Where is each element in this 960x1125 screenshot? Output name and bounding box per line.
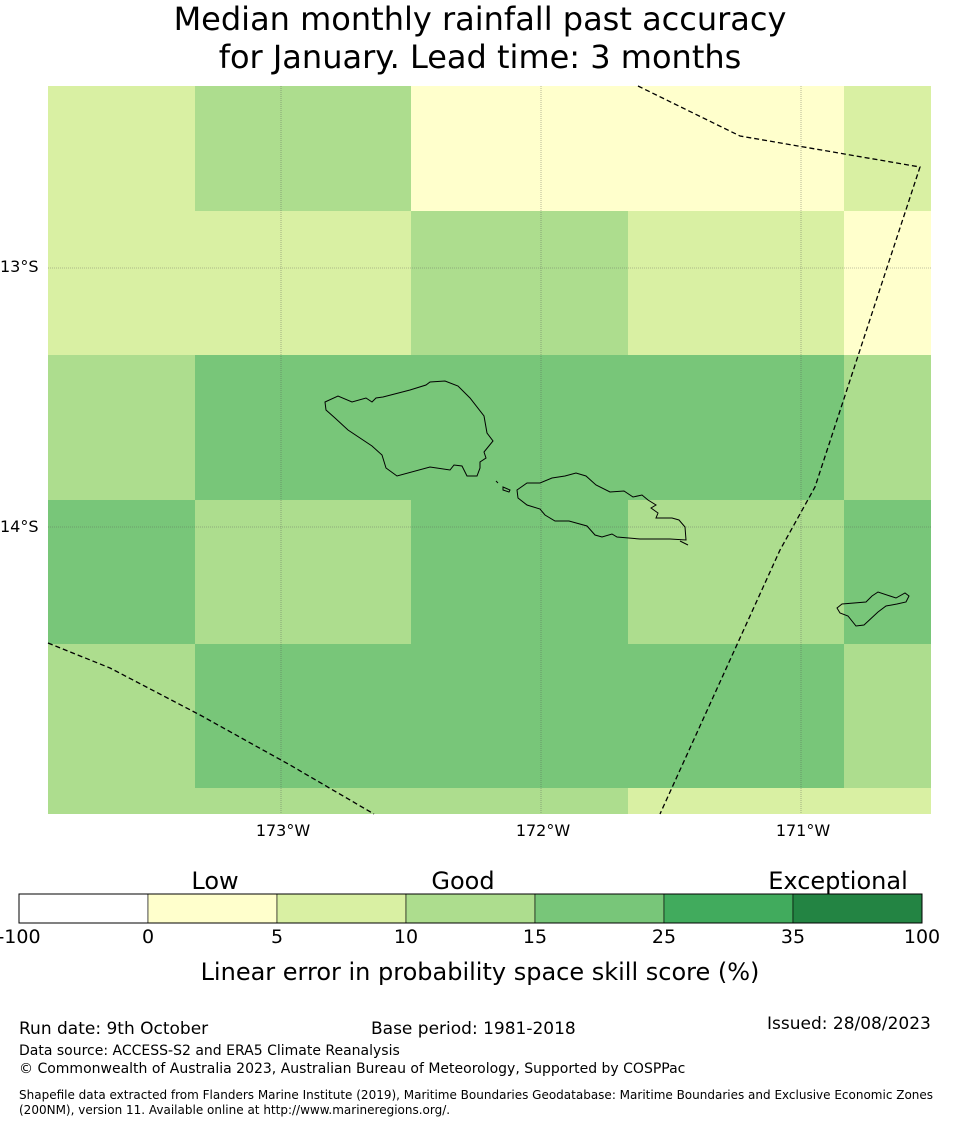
colorbar-bin: [147, 893, 278, 924]
grid-cell: [48, 86, 195, 211]
tick-label: -100: [0, 926, 41, 948]
grid-cell: [195, 86, 411, 211]
grid-cell: [844, 500, 931, 644]
tick-label: 35: [780, 926, 806, 948]
grid-cell: [48, 644, 195, 788]
island-upolu-tip: [679, 540, 689, 546]
eez-boundary-southwest: [47, 642, 375, 815]
base-period: Base period: 1981-2018: [371, 1019, 576, 1039]
colorbar-bin: [534, 893, 665, 924]
tick-label: 5: [270, 926, 284, 948]
title-line-2: for January. Lead time: 3 months: [218, 38, 742, 76]
colorbar-bin: [276, 893, 407, 924]
colorbar-bin: [663, 893, 794, 924]
colorbar-bin: [792, 893, 923, 924]
colorbar-bins: [18, 893, 923, 924]
lat-label-14s: 14°S: [0, 517, 39, 536]
tick-label: 100: [903, 926, 941, 948]
grid-cell: [628, 788, 931, 814]
lat-label-13s: 13°S: [0, 257, 39, 276]
run-date: Run date: 9th October: [19, 1019, 209, 1039]
grid-cell: [48, 500, 195, 644]
grid-cell: [195, 355, 844, 500]
data-source: Data source: ACCESS-S2 and ERA5 Climate …: [19, 1043, 400, 1059]
grid-cell: [411, 211, 628, 355]
grid-cell: [628, 500, 844, 644]
grid-cell: [844, 86, 931, 211]
colorbar-bin: [18, 893, 149, 924]
issued-date: Issued: 28/08/2023: [767, 1014, 931, 1034]
grid-cell: [411, 86, 844, 211]
colorbar-bin: [405, 893, 536, 924]
grid-cell: [844, 644, 931, 788]
graticule: [48, 86, 931, 814]
category-exceptional: Exceptional: [768, 867, 908, 895]
grid-cell: [48, 788, 628, 814]
skill-grid: [48, 86, 931, 814]
eez-boundary-north: [637, 85, 921, 815]
shapefile-credit: Shapefile data extracted from Flanders M…: [19, 1088, 934, 1117]
grid-cell: [844, 211, 931, 355]
grid-cell: [48, 211, 411, 355]
title-line-1: Median monthly rainfall past accuracy: [173, 0, 787, 38]
colorbar-title: Linear error in probability space skill …: [200, 958, 760, 986]
tick-label: 10: [393, 926, 419, 948]
skill-map: [47, 85, 931, 815]
grid-cell: [628, 211, 844, 355]
colorbar-frame: [18, 893, 923, 924]
category-low: Low: [191, 867, 239, 895]
island-savaii: [324, 380, 494, 477]
grid-cell: [844, 355, 931, 500]
chart-title: Median monthly rainfall past accuracy fo…: [0, 0, 960, 76]
lon-label-172w: 172°W: [515, 821, 571, 840]
grid-cell: [411, 500, 628, 644]
tick-label: 15: [522, 926, 548, 948]
grid-cell: [195, 500, 411, 644]
eez-boundary: [47, 85, 921, 815]
tick-label: 25: [651, 926, 677, 948]
copyright: © Commonwealth of Australia 2023, Austra…: [19, 1061, 686, 1077]
coastlines: [324, 380, 910, 627]
grid-cell: [48, 355, 195, 500]
island-apolima: [495, 480, 499, 484]
tick-label: 0: [141, 926, 155, 948]
lon-label-173w: 173°W: [255, 821, 311, 840]
grid-cell: [195, 644, 844, 788]
island-upolu: [516, 472, 687, 541]
island-tutuila: [836, 591, 910, 627]
category-good: Good: [431, 867, 495, 895]
lon-label-171w: 171°W: [775, 821, 831, 840]
island-manono: [502, 486, 511, 493]
